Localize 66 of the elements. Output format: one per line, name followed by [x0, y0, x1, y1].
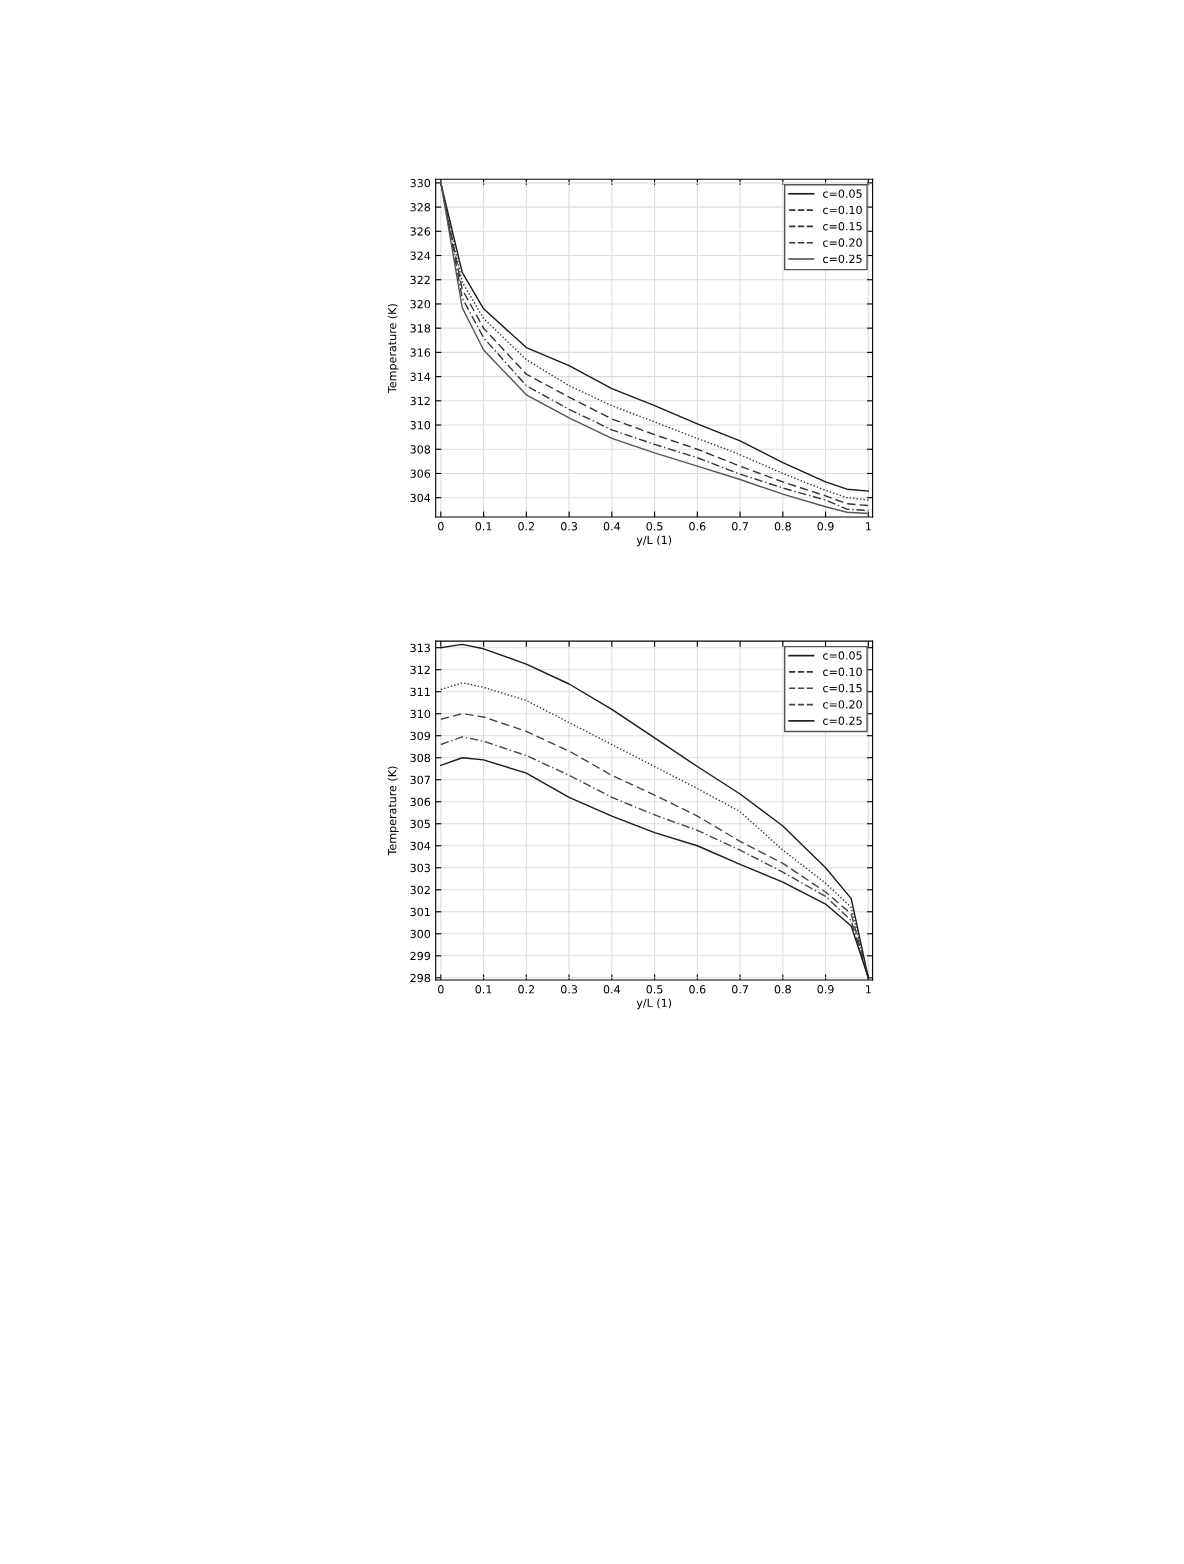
x-tick-label: 0.6: [689, 985, 706, 994]
y-axis-title: Temperature (K): [387, 766, 399, 856]
x-tick-label: 0.8: [774, 985, 791, 994]
y-tick-label: 320: [410, 299, 431, 309]
y-tick-label: 324: [410, 251, 431, 260]
x-tick-label: 0.5: [646, 522, 663, 531]
x-tick-label: 1: [866, 985, 871, 994]
legend-label: c=0.10: [823, 205, 862, 215]
legend-label: c=0.20: [823, 238, 862, 247]
legend-label: c=0.20: [823, 700, 862, 709]
y-tick-label: 302: [410, 885, 430, 895]
x-tick-label: 0.8: [774, 522, 791, 531]
y-axis-title: Temperature (K): [387, 304, 399, 394]
y-tick-label: 298: [410, 973, 431, 983]
y-tick-label: 309: [410, 731, 431, 741]
y-tick-label: 308: [410, 753, 431, 763]
x-tick-label: 1: [866, 522, 871, 531]
x-tick-label: 0.3: [560, 985, 578, 994]
y-tick-label: 301: [410, 907, 430, 917]
x-tick-label: 0.9: [817, 522, 834, 531]
legend-label: c=0.25: [823, 716, 862, 725]
y-tick-label: 310: [410, 709, 431, 719]
x-tick-label: 0: [438, 522, 444, 531]
y-tick-label: 311: [410, 687, 430, 697]
x-tick-label: 0.9: [817, 985, 834, 994]
y-tick-label: 312: [410, 396, 430, 406]
y-tick-label: 330: [410, 178, 431, 188]
x-tick-label: 0.5: [646, 985, 663, 994]
y-tick-label: 303: [410, 863, 430, 873]
x-axis-title: y/L (1): [636, 998, 672, 1010]
y-tick-label: 308: [410, 445, 431, 454]
legend-label: c=0.05: [823, 189, 862, 198]
y-tick-label: 306: [410, 469, 431, 478]
y-tick-label: 304: [410, 841, 431, 851]
legend-label: c=0.05: [823, 651, 862, 660]
y-tick-label: 312: [410, 665, 430, 675]
y-tick-label: 313: [410, 643, 430, 653]
x-tick-label: 0.4: [603, 522, 621, 531]
y-tick-label: 305: [410, 819, 430, 829]
legend-label: c=0.25: [823, 254, 862, 264]
y-tick-label: 318: [410, 324, 431, 333]
y-tick-label: 299: [410, 951, 431, 961]
x-tick-label: 0.1: [475, 522, 492, 531]
x-tick-label: 0.7: [731, 985, 748, 994]
y-tick-label: 328: [410, 203, 431, 212]
y-tick-label: 316: [410, 348, 431, 357]
y-tick-label: 326: [410, 227, 431, 236]
x-tick-label: 0.7: [731, 522, 748, 531]
y-tick-label: 322: [410, 275, 430, 285]
x-tick-label: 0.6: [689, 522, 706, 531]
y-tick-label: 304: [410, 493, 431, 503]
x-tick-label: 0.3: [560, 522, 578, 531]
x-axis-title: y/L (1): [636, 535, 672, 547]
y-tick-label: 314: [410, 372, 431, 381]
legend-label: c=0.15: [823, 683, 862, 693]
x-tick-label: 0.1: [475, 985, 492, 994]
x-tick-label: 0.4: [603, 985, 621, 994]
x-tick-label: 0.2: [518, 985, 535, 994]
legend-label: c=0.15: [823, 222, 862, 231]
y-tick-label: 306: [410, 797, 431, 807]
x-tick-label: 0: [438, 985, 444, 994]
x-tick-label: 0.2: [518, 522, 535, 531]
y-tick-label: 300: [410, 929, 431, 939]
y-tick-label: 310: [410, 421, 431, 430]
legend-label: c=0.10: [823, 667, 862, 676]
y-tick-label: 307: [410, 775, 430, 785]
